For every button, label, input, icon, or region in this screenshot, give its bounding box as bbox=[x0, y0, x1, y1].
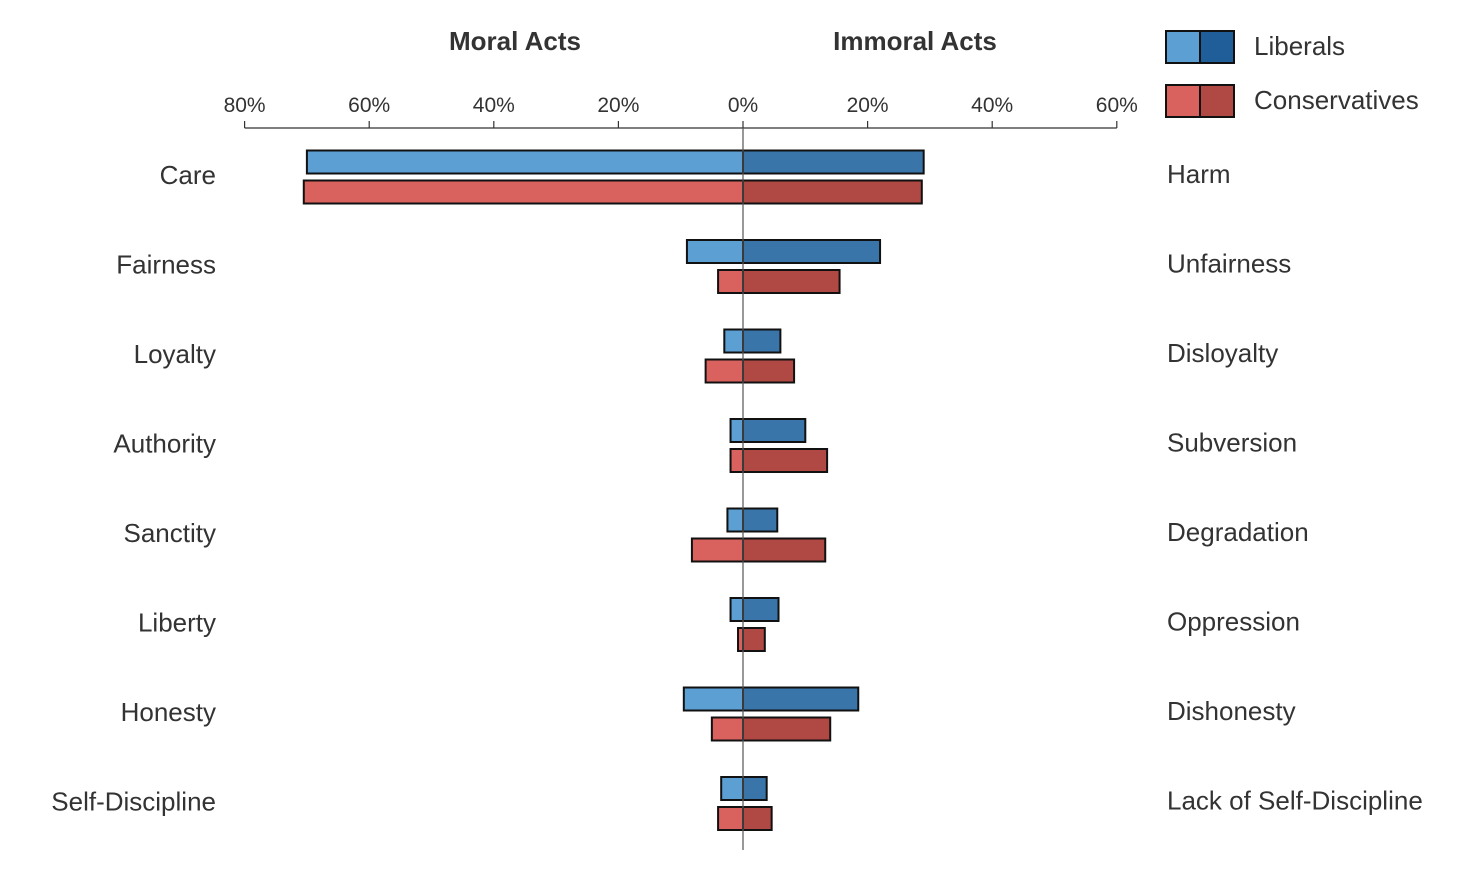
bar-conservatives-immoral-harm bbox=[742, 179, 923, 205]
category-label-harm: Harm bbox=[1167, 159, 1231, 189]
bar-liberals-moral-care bbox=[305, 149, 744, 175]
bar-liberals-immoral-oppression bbox=[742, 597, 780, 622]
x-axis: 80% 60% 40% 20% 0% 20% 40% 60% bbox=[224, 94, 1138, 129]
category-label-unfairness: Unfairness bbox=[1167, 249, 1291, 279]
bar-conservatives-immoral-degradation bbox=[742, 537, 827, 563]
bar-liberals-moral-honesty bbox=[682, 686, 745, 712]
x-tick-label-right-40: 40% bbox=[971, 94, 1013, 117]
bar-liberals-moral-self-discipline bbox=[720, 776, 745, 801]
legend-swatch-conservatives-immoral bbox=[1199, 84, 1235, 118]
header-moral-acts: Moral Acts bbox=[449, 26, 581, 56]
bar-conservatives-immoral-unfairness bbox=[742, 269, 841, 294]
legend-label-liberals: Liberals bbox=[1254, 31, 1345, 61]
bars bbox=[302, 149, 925, 831]
category-label-liberty: Liberty bbox=[138, 608, 216, 638]
category-labels: Care Fairness Loyalty Authority Sanctity Libe… bbox=[51, 159, 1423, 817]
category-label-loyalty: Loyalty bbox=[134, 339, 216, 369]
x-tick-label-right-60: 60% bbox=[1096, 94, 1138, 117]
x-tick-label-left-0: 0% bbox=[728, 94, 758, 117]
legend-swatch-conservatives-moral bbox=[1165, 84, 1201, 118]
bar-liberals-immoral-lack-of-self-discipline bbox=[742, 776, 768, 801]
bar-liberals-moral-sanctity bbox=[726, 507, 744, 533]
category-label-degradation: Degradation bbox=[1167, 517, 1309, 547]
bar-conservatives-moral-honesty bbox=[710, 716, 744, 742]
bar-conservatives-moral-loyalty bbox=[704, 358, 744, 384]
category-label-care: Care bbox=[160, 160, 216, 190]
category-label-sanctity: Sanctity bbox=[124, 518, 217, 548]
category-label-disloyalty: Disloyalty bbox=[1167, 338, 1278, 368]
legend: Liberals Conservatives bbox=[1165, 30, 1419, 118]
category-label-self-discipline: Self-Discipline bbox=[51, 787, 216, 817]
x-tick-label-right-20: 20% bbox=[847, 94, 889, 117]
category-label-fairness: Fairness bbox=[116, 250, 216, 280]
bar-conservatives-moral-care bbox=[302, 179, 744, 205]
legend-label-conservatives: Conservatives bbox=[1254, 85, 1419, 115]
bar-conservatives-immoral-subversion bbox=[742, 448, 829, 473]
bar-liberals-immoral-disloyalty bbox=[742, 328, 782, 354]
legend-swatch-liberals-moral bbox=[1165, 30, 1201, 64]
bar-liberals-moral-authority bbox=[729, 418, 744, 443]
bar-conservatives-moral-self-discipline bbox=[717, 806, 745, 831]
legend-swatch-liberals-immoral bbox=[1199, 30, 1235, 64]
bar-liberals-immoral-harm bbox=[742, 149, 925, 175]
chart-headers: Moral Acts Immoral Acts bbox=[449, 26, 997, 56]
category-label-subversion: Subversion bbox=[1167, 428, 1297, 458]
category-label-oppression: Oppression bbox=[1167, 607, 1300, 637]
bar-conservatives-moral-sanctity bbox=[690, 537, 744, 563]
category-label-lack-of-self-discipline: Lack of Self-Discipline bbox=[1167, 786, 1423, 816]
bar-conservatives-moral-authority bbox=[729, 448, 744, 473]
bar-conservatives-immoral-lack-of-self-discipline bbox=[742, 806, 773, 831]
x-tick-label-left-80: 80% bbox=[224, 94, 266, 117]
bar-liberals-immoral-unfairness bbox=[742, 239, 882, 264]
bar-conservatives-immoral-oppression bbox=[742, 627, 766, 652]
bar-conservatives-moral-fairness bbox=[717, 269, 745, 294]
bar-liberals-immoral-dishonesty bbox=[742, 686, 860, 712]
x-tick-label-left-20: 20% bbox=[597, 94, 639, 117]
category-label-dishonesty: Dishonesty bbox=[1167, 696, 1296, 726]
bar-liberals-moral-loyalty bbox=[723, 328, 744, 354]
x-tick-label-left-40: 40% bbox=[473, 94, 515, 117]
x-tick-label-left-60: 60% bbox=[348, 94, 390, 117]
bar-conservatives-immoral-dishonesty bbox=[742, 716, 832, 742]
bar-liberals-moral-fairness bbox=[685, 239, 744, 264]
category-label-honesty: Honesty bbox=[121, 697, 216, 727]
bar-conservatives-immoral-disloyalty bbox=[742, 358, 796, 384]
category-label-authority: Authority bbox=[113, 429, 216, 459]
bar-liberals-immoral-subversion bbox=[742, 418, 807, 443]
bar-liberals-immoral-degradation bbox=[742, 507, 779, 533]
bar-liberals-moral-liberty bbox=[729, 597, 744, 622]
header-immoral-acts: Immoral Acts bbox=[833, 26, 997, 56]
